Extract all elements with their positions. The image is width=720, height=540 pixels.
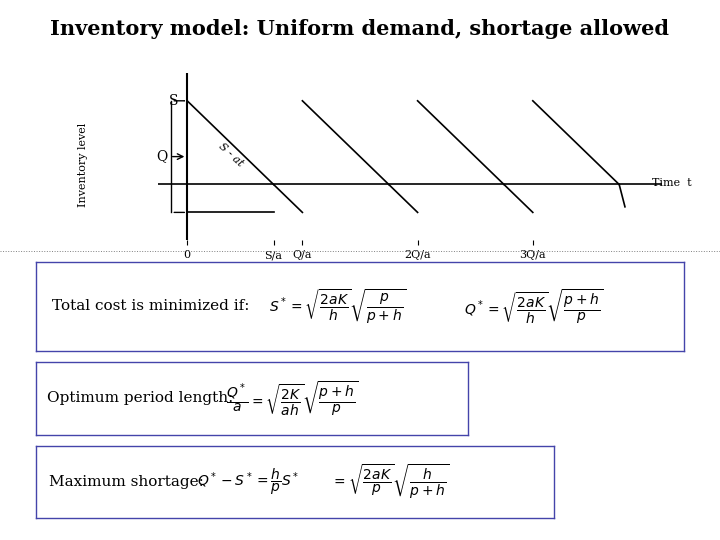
Text: S - at: S - at xyxy=(216,141,245,169)
Text: Optimum period length:: Optimum period length: xyxy=(47,392,233,405)
Text: $= \sqrt{\dfrac{2aK}{p}}\sqrt{\dfrac{h}{p+h}}$: $= \sqrt{\dfrac{2aK}{p}}\sqrt{\dfrac{h}{… xyxy=(331,463,450,501)
Text: Time  t: Time t xyxy=(652,178,692,188)
Text: $Q^*-S^* = \dfrac{h}{p}S^*$: $Q^*-S^* = \dfrac{h}{p}S^*$ xyxy=(197,467,299,497)
Text: Q: Q xyxy=(156,150,183,164)
Text: S: S xyxy=(169,94,184,108)
Text: Inventory model: Uniform demand, shortage allowed: Inventory model: Uniform demand, shortag… xyxy=(50,19,670,39)
Text: $Q^* = \sqrt{\dfrac{2aK}{h}}\sqrt{\dfrac{p+h}{p}}$: $Q^* = \sqrt{\dfrac{2aK}{h}}\sqrt{\dfrac… xyxy=(464,287,603,326)
Text: $S^* = \sqrt{\dfrac{2aK}{h}}\sqrt{\dfrac{p}{p+h}}$: $S^* = \sqrt{\dfrac{2aK}{h}}\sqrt{\dfrac… xyxy=(269,287,407,326)
Text: $\dfrac{Q^*}{a} = \sqrt{\dfrac{2K}{ah}}\sqrt{\dfrac{p+h}{p}}$: $\dfrac{Q^*}{a} = \sqrt{\dfrac{2K}{ah}}\… xyxy=(226,379,359,417)
Text: Inventory level: Inventory level xyxy=(78,123,88,207)
Text: Total cost is minimized if:: Total cost is minimized if: xyxy=(53,300,250,313)
Text: Maximum shortage:: Maximum shortage: xyxy=(49,475,204,489)
